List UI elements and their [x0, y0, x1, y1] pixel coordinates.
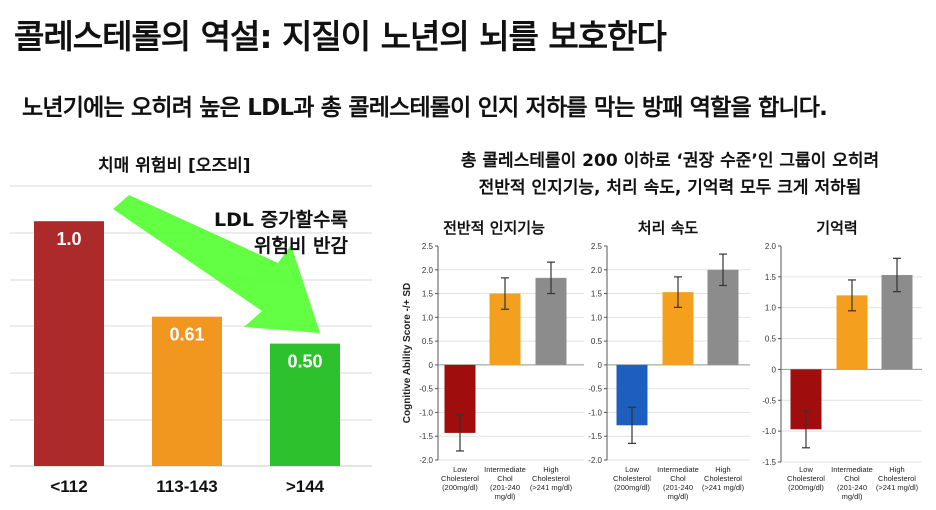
y-tick-label: 1.5 [422, 290, 434, 299]
right-chart-title: 총 콜레스테롤이 200 이하로 ‘권장 수준’인 그룹이 오히려 전반적 인지… [400, 148, 936, 202]
y-tick-label: -2.0 [419, 456, 433, 465]
y-tick-label: -1.5 [419, 432, 433, 441]
x-category-label-2: Intermediate Chol (201-240 mg/dl) [484, 465, 526, 501]
y-tick-label: -1.0 [588, 408, 602, 417]
y-tick-label: -0.5 [762, 396, 776, 405]
x-category-line: mg/dl) [668, 492, 689, 501]
x-category-line: (>241 mg/dl) [530, 483, 573, 492]
panel-title-global: 전반적 인지기능 [443, 219, 545, 237]
x-category-label-3: High Cholesterol (>241 mg/dl) [530, 465, 573, 492]
x-category-line: Cholesterol [613, 474, 651, 483]
left-bar-label-3: 0.50 [287, 352, 322, 372]
y-tick-label: 2.0 [422, 266, 434, 275]
y-tick-label: -1.5 [588, 432, 602, 441]
y-tick-label: 2.5 [422, 242, 434, 251]
x-category-line: High [543, 465, 558, 474]
annotation-line1: LDL 증가할수록 [213, 209, 348, 231]
y-axis-title: Cognitive Ability Score -/+ SD [402, 283, 413, 424]
x-category-line: Intermediate [831, 465, 873, 474]
cognitive-panel-1: 2.5 2.0 1.5 1.0 0.5 0 -0.5 -1.0 -1.5 -2.0 Cognitiv… [402, 242, 584, 501]
x-category-line: Chol [497, 474, 513, 483]
x-category-line: (>241 mg/dl) [702, 483, 745, 492]
y-tick-label: 0 [598, 361, 603, 370]
y-tick-label: 2.0 [591, 266, 603, 275]
x-category-line: (201-240 [837, 483, 867, 492]
y-tick-label: 0 [429, 361, 434, 370]
y-tick-label: -1.0 [762, 427, 776, 436]
y-tick-label: 1.0 [422, 313, 434, 322]
left-bar-1 [34, 221, 104, 466]
y-tick-label: -2.0 [588, 456, 602, 465]
x-category-label-1: Low Cholesterol (200mg/dl) [787, 465, 825, 492]
page-subtitle: 노년기에는 오히려 높은 LDL과 총 콜레스테롤이 인지 저하를 막는 방패 … [22, 95, 828, 121]
left-bar-3 [270, 343, 340, 466]
y-tick-label: -1.0 [419, 408, 433, 417]
x-category-line: (200mg/dl) [788, 483, 824, 492]
page-title: 콜레스테롤의 역설: 지질이 노년의 뇌를 보호한다 [14, 17, 667, 56]
x-category-line: Cholesterol [787, 474, 825, 483]
right-title-line2: 전반적 인지기능, 처리 속도, 기억력 모두 크게 저하됨 [478, 178, 862, 198]
y-tick-label: 0.5 [591, 337, 603, 346]
x-category-label-1: Low Cholesterol (200mg/dl) [613, 465, 651, 492]
x-category-line: Intermediate [657, 465, 699, 474]
y-tick-label: 1.0 [591, 313, 603, 322]
left-category-2: 113-143 [156, 477, 217, 496]
x-category-line: (>241 mg/dl) [876, 483, 919, 492]
panel-title-speed: 처리 속도 [637, 219, 699, 237]
x-category-label-1: Low Cholesterol (200mg/dl) [441, 465, 479, 492]
x-category-line: Intermediate [484, 465, 526, 474]
y-tick-label: 2.5 [591, 242, 603, 251]
x-category-label-3: High Cholesterol (>241 mg/dl) [702, 465, 745, 492]
x-category-line: Low [625, 465, 639, 474]
left-chart-title: 치매 위험비 [오즈비] [98, 156, 251, 176]
y-tick-label: 0 [772, 365, 777, 374]
x-category-line: Cholesterol [704, 474, 742, 483]
left-bar-label-2: 0.61 [169, 325, 204, 345]
left-bar-2 [152, 316, 222, 466]
x-category-line: (200mg/dl) [442, 483, 478, 492]
y-tick-label: 1.0 [765, 304, 777, 313]
left-category-3: >144 [286, 477, 325, 496]
x-category-line: mg/dl) [842, 492, 863, 501]
y-tick-label: 0.5 [765, 335, 777, 344]
annotation-line2: 위험비 반감 [253, 235, 348, 257]
x-category-line: Low [453, 465, 467, 474]
y-tick-label: -0.5 [588, 385, 602, 394]
x-category-label-3: High Cholesterol (>241 mg/dl) [876, 465, 919, 492]
x-category-line: Low [799, 465, 813, 474]
right-title-line1: 총 콜레스테롤이 200 이하로 ‘권장 수준’인 그룹이 오히려 [460, 151, 880, 171]
y-tick-label: 1.5 [591, 290, 603, 299]
x-category-line: Cholesterol [878, 474, 916, 483]
y-tick-label: 1.5 [765, 273, 777, 282]
x-category-line: (200mg/dl) [614, 483, 650, 492]
x-category-line: Chol [844, 474, 860, 483]
x-category-line: High [715, 465, 730, 474]
trend-arrow-icon [113, 195, 320, 333]
y-tick-label: -0.5 [419, 385, 433, 394]
x-category-line: mg/dl) [495, 492, 516, 501]
y-tick-label: 2.0 [765, 242, 777, 251]
x-category-line: Cholesterol [532, 474, 570, 483]
x-category-line: Cholesterol [441, 474, 479, 483]
x-category-line: (201-240 [663, 483, 693, 492]
x-category-line: Chol [670, 474, 686, 483]
y-tick-label: -1.5 [762, 458, 776, 467]
x-category-label-2: Intermediate Chol (201-240 mg/dl) [657, 465, 699, 501]
panel-title-memory: 기억력 [816, 219, 858, 237]
left-annotation: LDL 증가할수록 위험비 반감 [178, 207, 348, 259]
left-bar-label-1: 1.0 [56, 229, 81, 249]
x-category-line: (201-240 [490, 483, 520, 492]
x-category-line: High [889, 465, 904, 474]
x-category-label-2: Intermediate Chol (201-240 mg/dl) [831, 465, 873, 501]
y-tick-label: 0.5 [422, 337, 434, 346]
left-category-1: <112 [50, 477, 87, 496]
